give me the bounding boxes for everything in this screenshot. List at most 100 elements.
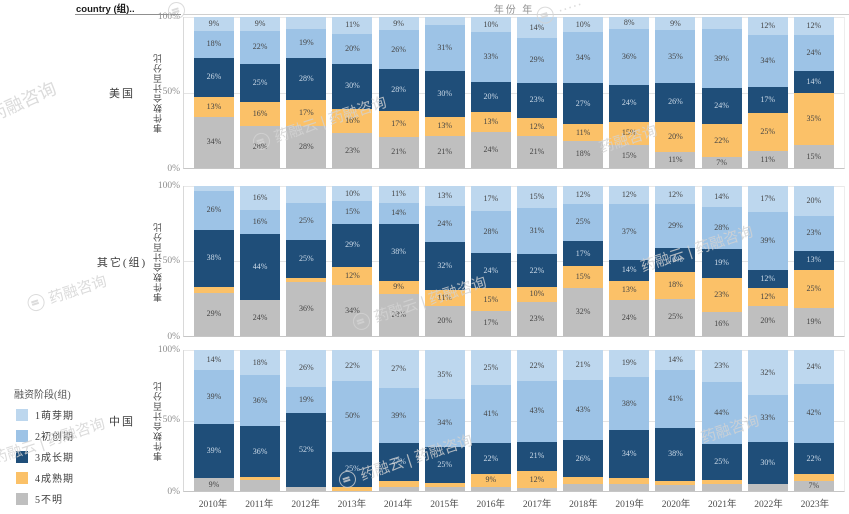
segment-4成熟期[interactable]: 17% [286,100,327,126]
segment-1萌芽期[interactable]: 12% [609,186,650,204]
segment-3成长期[interactable]: 16% [655,247,696,272]
segment-3成长期[interactable]: 17% [563,240,604,267]
segment-2初创期[interactable]: 39% [747,211,788,270]
segment-1萌芽期[interactable]: 10% [332,186,373,201]
segment-1萌芽期[interactable]: 23% [701,350,742,383]
segment-4成熟期[interactable]: 11% [424,289,465,306]
segment-2初创期[interactable]: 44% [701,382,742,445]
segment-4成熟期[interactable]: 10% [516,287,557,302]
segment-5不明[interactable]: 28% [286,125,327,168]
segment-2初创期[interactable]: 16% [240,210,281,234]
segment-3成长期[interactable]: 24% [470,252,511,289]
segment-4成熟期[interactable]: 11% [563,124,604,141]
segment-4成熟期[interactable]: 13% [609,280,650,300]
segment-2初创期[interactable]: 22% [240,30,281,64]
segment-2初创期[interactable]: 29% [516,38,557,83]
segment-1萌芽期[interactable]: 10% [563,17,604,33]
segment-1萌芽期[interactable]: 18% [240,350,281,376]
segment-5不明[interactable] [609,483,650,491]
segment-1萌芽期[interactable]: 11% [378,186,419,203]
segment-4成熟期[interactable] [793,474,834,482]
segment-2初创期[interactable]: 18% [194,30,234,58]
segment-3成长期[interactable]: 44% [240,234,281,300]
segment-4成熟期[interactable]: 9% [470,474,511,487]
segment-4成熟期[interactable] [609,478,650,484]
segment-1萌芽期[interactable]: 14% [516,17,557,39]
segment-3成长期[interactable]: 25% [424,447,465,483]
segment-1萌芽期[interactable] [424,17,465,25]
segment-4成熟期[interactable] [424,482,465,487]
segment-5不明[interactable]: 24% [470,131,511,168]
segment-5不明[interactable]: 29% [194,292,234,336]
segment-5不明[interactable] [563,483,604,491]
segment-5不明[interactable] [378,486,419,491]
segment-5不明[interactable]: 28% [240,125,281,168]
segment-5不明[interactable]: 23% [332,133,373,168]
segment-5不明[interactable]: 16% [701,312,742,336]
segment-2初创期[interactable]: 29% [655,204,696,248]
segment-2初创期[interactable]: 25% [286,202,327,240]
segment-4成熟期[interactable]: 22% [701,124,742,158]
segment-2初创期[interactable]: 26% [378,30,419,70]
segment-2初创期[interactable]: 24% [793,35,834,72]
segment-5不明[interactable]: 18% [563,140,604,168]
segment-4成熟期[interactable] [240,476,281,480]
segment-1萌芽期[interactable]: 19% [609,350,650,377]
segment-3成长期[interactable]: 38% [194,229,234,287]
legend-item-4成熟期[interactable]: 4成熟期 [14,467,74,488]
segment-2初创期[interactable]: 33% [747,395,788,442]
segment-2初创期[interactable]: 38% [609,376,650,431]
legend-item-3成长期[interactable]: 3成长期 [14,446,74,467]
segment-4成熟期[interactable]: 12% [747,288,788,306]
segment-3成长期[interactable]: 30% [747,441,788,484]
segment-4成熟期[interactable]: 13% [470,112,511,132]
segment-2初创期[interactable]: 19% [286,29,327,58]
segment-1萌芽期[interactable]: 27% [378,350,419,389]
segment-3成长期[interactable]: 52% [286,413,327,487]
segment-1萌芽期[interactable]: 35% [424,350,465,400]
segment-2初创期[interactable]: 15% [332,201,373,224]
segment-1萌芽期[interactable]: 14% [194,350,234,370]
segment-3成长期[interactable]: 14% [793,71,834,93]
segment-3成长期[interactable]: 22% [470,443,511,475]
segment-3成长期[interactable]: 22% [516,254,557,287]
segment-2初创期[interactable]: 41% [470,385,511,444]
segment-3成长期[interactable]: 38% [655,427,696,482]
segment-5不明[interactable]: 7% [793,481,834,491]
segment-4成熟期[interactable]: 35% [793,92,834,146]
segment-1萌芽期[interactable]: 9% [194,17,234,31]
segment-5不明[interactable]: 24% [240,300,281,336]
segment-4成熟期[interactable]: 12% [516,117,557,136]
segment-2初创期[interactable]: 26% [194,190,234,230]
segment-2初创期[interactable]: 28% [701,207,742,249]
segment-1萌芽期[interactable] [701,17,742,30]
segment-2初创期[interactable]: 39% [701,29,742,88]
segment-1萌芽期[interactable]: 10% [470,17,511,33]
segment-1萌芽期[interactable]: 12% [793,17,834,36]
segment-4成熟期[interactable] [701,479,742,484]
segment-4成熟期[interactable]: 15% [609,121,650,145]
segment-1萌芽期[interactable]: 22% [516,350,557,382]
segment-2初创期[interactable]: 34% [747,35,788,88]
segment-2初创期[interactable]: 31% [424,24,465,72]
segment-5不明[interactable] [240,479,281,491]
segment-4成熟期[interactable]: 23% [701,277,742,312]
segment-4成熟期[interactable] [655,481,696,486]
segment-3成长期[interactable]: 28% [378,69,419,112]
segment-5不明[interactable]: 21% [516,135,557,168]
segment-2初创期[interactable]: 14% [378,202,419,224]
segment-3成长期[interactable]: 27% [378,443,419,482]
segment-3成长期[interactable]: 34% [609,430,650,479]
segment-2初创期[interactable]: 37% [609,204,650,260]
segment-5不明[interactable] [655,485,696,491]
segment-4成熟期[interactable]: 12% [516,471,557,489]
segment-2初创期[interactable]: 34% [424,399,465,448]
segment-3成长期[interactable]: 30% [424,71,465,117]
segment-1萌芽期[interactable]: 22% [332,350,373,382]
segment-1萌芽期[interactable]: 15% [516,186,557,209]
segment-2初创期[interactable]: 20% [332,33,373,64]
segment-5不明[interactable]: 32% [563,288,604,337]
segment-1萌芽期[interactable]: 9% [378,17,419,31]
segment-5不明[interactable]: 25% [655,298,696,336]
segment-4成熟期[interactable] [378,481,419,487]
